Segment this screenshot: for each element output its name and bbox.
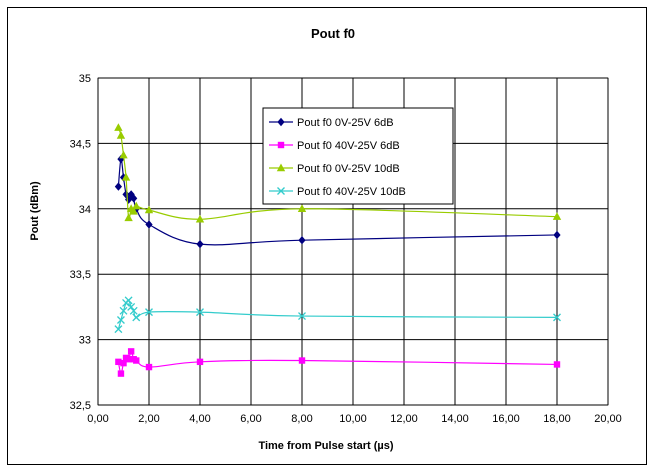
data-point-legend-2: [277, 141, 285, 149]
y-tick-label: 34,5: [70, 138, 91, 150]
data-point-1: [130, 194, 138, 203]
chart-frame: Pout f0 0,00 2,00 4,00 6,00 8,00 10,00 12,00 14…: [7, 7, 647, 465]
data-point-4: [129, 306, 138, 315]
x-tick-label: 6,00: [240, 413, 261, 425]
data-point-4: [553, 313, 561, 322]
x-tick-label: 18,00: [543, 413, 571, 425]
legend-item-1: Pout f0 0V-25V 6dB: [269, 117, 394, 129]
series-4: [114, 296, 561, 334]
data-point-3: [195, 214, 205, 223]
data-point-4: [145, 308, 153, 317]
data-point-3: [121, 172, 131, 181]
data-point-1: [553, 230, 561, 240]
data-point-1: [298, 235, 306, 245]
y-tick-label: 34: [79, 204, 91, 216]
data-point-2: [133, 357, 140, 364]
data-point-2: [125, 356, 132, 363]
y-axis-label: Pout (dBm): [29, 181, 41, 241]
data-point-2: [115, 358, 122, 366]
data-point-4: [127, 302, 136, 311]
data-point-2: [298, 357, 306, 364]
x-tick-label: 8,00: [291, 413, 312, 425]
data-point-3: [129, 206, 138, 215]
legend-item-3: Pout f0 0V-25V 10dB: [269, 163, 400, 175]
series-group: [114, 123, 562, 377]
data-point-2: [120, 359, 127, 367]
x-tick-label: 0,00: [87, 413, 108, 425]
data-point-3: [124, 213, 133, 222]
y-tick-labels: 32,5 33 33,5 34 34,5 35: [70, 73, 91, 412]
data-point-2: [127, 348, 135, 355]
data-point-legend-4: [277, 187, 285, 195]
data-point-2: [196, 358, 204, 366]
legend-label: Pout f0 40V-25V 10dB: [297, 186, 406, 198]
series-2: [115, 348, 561, 377]
legend: Pout f0 0V-25V 6dB Pout f0 40V-25V 6dB Pou…: [262, 107, 454, 205]
chart-title: Pout f0: [311, 26, 355, 41]
legend-item-2: Pout f0 40V-25V 6dB: [269, 140, 400, 152]
gridlines: [97, 77, 609, 406]
data-point-2: [145, 363, 153, 371]
x-tick-label: 4,00: [189, 413, 210, 425]
y-tick-label: 33,5: [70, 269, 91, 281]
data-point-3: [114, 123, 123, 131]
legend-item-4: Pout f0 40V-25V 10dB: [269, 186, 406, 198]
x-tick-label: 20,00: [594, 413, 622, 425]
data-point-2: [117, 370, 125, 377]
y-tick-label: 33: [79, 335, 91, 347]
x-tick-label: 2,00: [138, 413, 159, 425]
data-point-4: [119, 306, 128, 315]
x-tick-label: 16,00: [492, 413, 520, 425]
data-point-4: [116, 316, 125, 324]
data-point-3: [297, 204, 307, 212]
x-tick-label: 12,00: [390, 413, 418, 425]
x-tick-label: 10,00: [339, 413, 367, 425]
data-point-4: [196, 308, 204, 317]
data-point-legend-1: [277, 117, 285, 127]
x-tick-label: 14,00: [441, 413, 469, 425]
data-point-4: [114, 325, 123, 334]
data-point-3: [116, 131, 126, 139]
legend-box: [262, 107, 454, 205]
data-point-3: [132, 201, 141, 210]
data-point-3: [552, 212, 562, 220]
legend-label: Pout f0 0V-25V 10dB: [297, 163, 400, 175]
y-tick-label: 32,5: [70, 400, 91, 412]
legend-label: Pout f0 40V-25V 6dB: [297, 140, 400, 152]
data-point-2: [553, 361, 561, 368]
data-point-4: [298, 312, 306, 321]
data-point-3: [144, 205, 154, 214]
data-point-1: [114, 182, 122, 191]
data-point-4: [124, 296, 133, 305]
chart-svg: Pout f0 0,00 2,00 4,00 6,00 8,00 10,00 12,00 14…: [29, 26, 622, 452]
data-point-1: [196, 239, 204, 249]
legend-label: Pout f0 0V-25V 6dB: [297, 117, 394, 129]
data-point-4: [132, 313, 141, 322]
data-point-3: [119, 150, 128, 159]
data-point-legend-3: [276, 163, 286, 172]
series-3: [114, 123, 562, 223]
x-tick-labels: 0,00 2,00 4,00 6,00 8,00 10,00 12,00 14,00 16,00…: [87, 413, 621, 425]
x-axis-label: Time from Pulse start (µs): [258, 440, 393, 452]
y-tick-label: 35: [79, 73, 91, 85]
data-point-1: [145, 220, 153, 229]
